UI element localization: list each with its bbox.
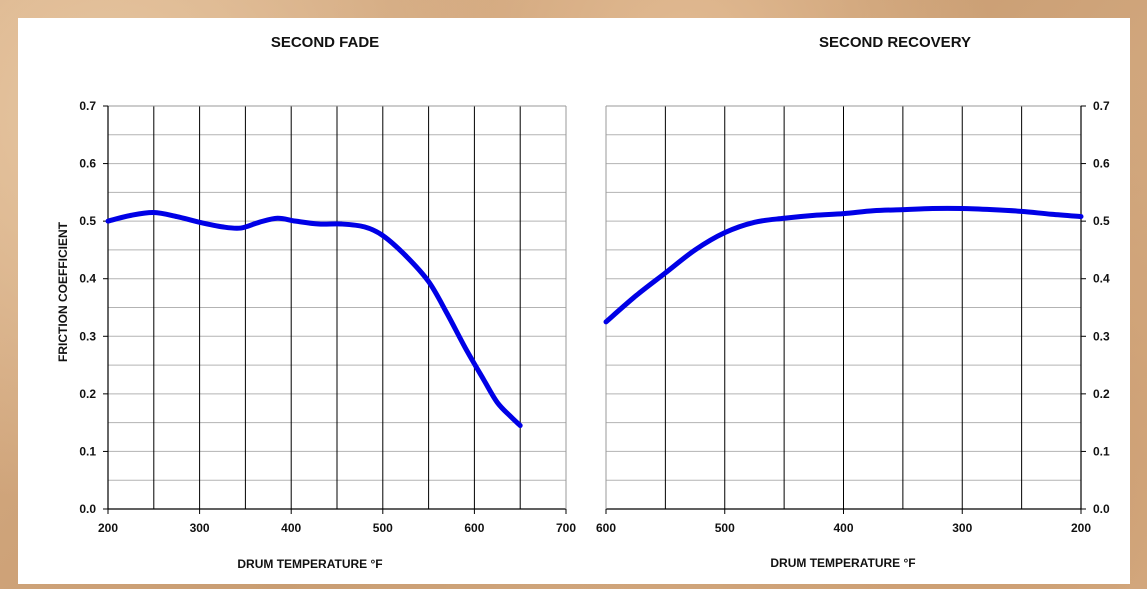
fade-chart-plot: 0.0 0.1 0.2 0.3 0.4 0.5 0.6 0.7 200 300 400 500 600 7… (79, 99, 576, 535)
recovery-y-tick-label: 0.5 (1093, 214, 1110, 228)
fade-y-tick-label: 0.6 (79, 157, 96, 171)
recovery-y-tick-label: 0.6 (1093, 157, 1110, 171)
fade-x-tick-label: 300 (190, 521, 210, 535)
recovery-chart-plot: 0.0 0.1 0.2 0.3 0.4 0.5 0.6 0.7 600 500 400 300 200 (596, 99, 1110, 535)
fade-x-tick-label: 400 (281, 521, 301, 535)
recovery-series-line (603, 205, 1084, 325)
recovery-y-tick-label: 0.0 (1093, 502, 1110, 516)
recovery-y-tick-label: 0.1 (1093, 444, 1110, 458)
recovery-y-tick-label: 0.4 (1093, 272, 1110, 286)
chart-panel (18, 18, 1130, 584)
fade-y-tick-label: 0.3 (79, 329, 96, 343)
fade-series-line (105, 210, 523, 429)
fade-y-tick-label: 0.5 (79, 214, 96, 228)
fade-chart-title: SECOND FADE (271, 34, 379, 51)
recovery-x-tick-label: 300 (952, 521, 972, 535)
fade-y-tick-label: 0.2 (79, 387, 96, 401)
fade-x-tick-label: 700 (556, 521, 576, 535)
recovery-y-tick-label: 0.3 (1093, 329, 1110, 343)
recovery-x-axis-label: DRUM TEMPERATURE °F (770, 556, 915, 570)
fade-y-tick-label: 0.0 (79, 502, 96, 516)
fade-x-tick-label: 600 (464, 521, 484, 535)
recovery-x-tick-label: 200 (1071, 521, 1091, 535)
recovery-x-tick-label: 400 (833, 521, 853, 535)
recovery-x-tick-label: 500 (715, 521, 735, 535)
recovery-chart-title: SECOND RECOVERY (819, 34, 971, 51)
fade-y-axis-label: FRICTION COEFFICIENT (56, 221, 70, 362)
fade-x-tick-label: 200 (98, 521, 118, 535)
recovery-y-tick-label: 0.7 (1093, 99, 1110, 113)
fade-y-tick-label: 0.1 (79, 444, 96, 458)
fade-y-tick-label: 0.7 (79, 99, 96, 113)
recovery-y-tick-label: 0.2 (1093, 387, 1110, 401)
fade-x-axis-label: DRUM TEMPERATURE °F (237, 557, 382, 571)
fade-y-tick-label: 0.4 (79, 272, 96, 286)
fade-x-tick-label: 500 (373, 521, 393, 535)
recovery-x-tick-label: 600 (596, 521, 616, 535)
